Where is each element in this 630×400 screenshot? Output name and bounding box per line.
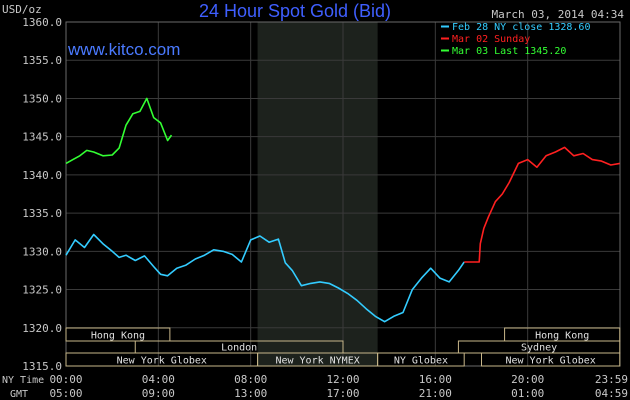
gmt-time-tick: 13:00: [234, 387, 267, 400]
gmt-time-tick: 05:00: [49, 387, 82, 400]
y-axis: 1315.0 1320.0 1325.0 1330.0 1335.0 1340.0 1345…: [22, 16, 62, 373]
chart-title: 24 Hour Spot Gold (Bid): [199, 1, 391, 21]
market-sessions: Hong Kong Hong Kong London Sydney New York G…: [65, 327, 621, 367]
gmt-time-tick: 01:00: [511, 387, 544, 400]
ny-time-tick: 20:00: [511, 373, 544, 386]
y-tick-label: 1345.0: [22, 131, 62, 144]
gmt-label: GMT: [10, 389, 28, 400]
legend-label: Mar 03 Last 1345.20: [452, 46, 566, 57]
y-tick-label: 1325.0: [22, 284, 62, 297]
session-bar: [481, 352, 621, 367]
session-label: New York NYMEX: [275, 356, 359, 367]
y-tick-label: 1355.0: [22, 54, 62, 67]
y-tick-label: 1315.0: [22, 360, 62, 373]
series-line-2: [65, 97, 173, 165]
series-line-1: [464, 146, 620, 263]
session-label: NY Globex: [394, 356, 448, 367]
ny-time-tick: 23:59: [595, 373, 628, 386]
y-tick-label: 1360.0: [22, 16, 62, 29]
gmt-time-tick: 09:00: [142, 387, 175, 400]
watermark-label: www.kitco.com: [67, 40, 180, 59]
chart-grid: [65, 21, 621, 367]
gmt-time-tick: 21:00: [419, 387, 452, 400]
ny-time-tick: 04:00: [142, 373, 175, 386]
ny-time-tick: 16:00: [419, 373, 452, 386]
y-tick-label: 1335.0: [22, 207, 62, 220]
ny-time-tick: 00:00: [49, 373, 82, 386]
legend-label: Feb 28 NY close 1328.60: [452, 22, 590, 33]
session-label: Hong Kong: [91, 331, 145, 342]
y-tick-label: 1340.0: [22, 169, 62, 182]
ny-time-tick: 12:00: [326, 373, 359, 386]
session-label: London: [221, 343, 257, 354]
legend-label: Mar 02 Sunday: [452, 34, 530, 45]
session-bar: [65, 327, 171, 342]
session-bar: [377, 352, 465, 367]
session-label: Sydney: [521, 343, 557, 354]
price-series: [65, 97, 620, 323]
ny-time-label: NY Time: [2, 375, 44, 386]
series-line-0: [65, 233, 465, 323]
ny-time-tick: 08:00: [234, 373, 267, 386]
gmt-time-tick: 04:59: [595, 387, 628, 400]
y-tick-label: 1350.0: [22, 92, 62, 105]
gmt-time-tick: 17:00: [326, 387, 359, 400]
session-label: New York Globex: [505, 356, 595, 367]
session-label: Hong Kong: [535, 331, 589, 342]
y-tick-label: 1320.0: [22, 322, 62, 335]
date-label: March 03, 2014 04:34: [492, 8, 625, 21]
nymex-shaded-region: [257, 22, 378, 366]
y-tick-label: 1330.0: [22, 245, 62, 258]
session-label: New York Globex: [117, 356, 207, 367]
unit-label: USD/oz: [2, 3, 42, 16]
